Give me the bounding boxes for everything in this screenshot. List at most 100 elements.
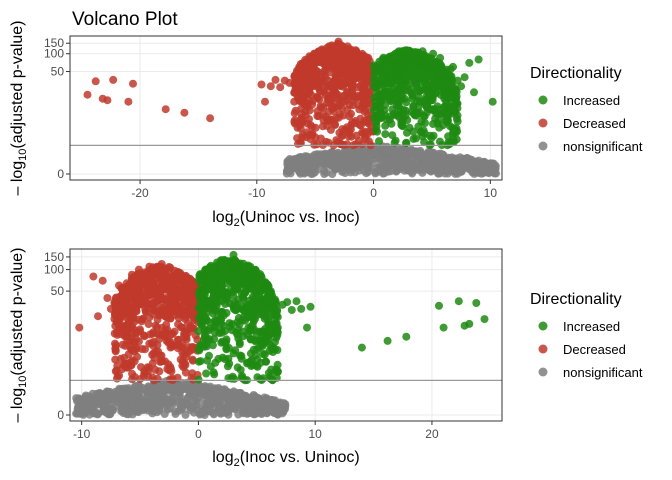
point-nonsignificant [130, 407, 139, 416]
point-nonsignificant [315, 155, 324, 164]
point-nonsignificant [77, 405, 86, 414]
point-increased [454, 297, 463, 306]
point-nonsignificant [260, 407, 269, 416]
point-nonsignificant [211, 403, 219, 412]
point-increased [474, 55, 483, 64]
point-decreased [291, 106, 300, 115]
point-decreased [148, 329, 157, 338]
point-nonsignificant [383, 147, 392, 156]
point-decreased [166, 364, 175, 373]
point-increased [252, 361, 261, 370]
point-increased [393, 84, 402, 93]
point-decreased [325, 51, 334, 59]
point-decreased [89, 272, 98, 281]
point-decreased [356, 114, 365, 123]
legend-key-increased [538, 321, 548, 331]
point-decreased [312, 140, 321, 149]
point-increased [256, 288, 265, 297]
point-nonsignificant [359, 157, 368, 166]
point-increased [420, 138, 429, 147]
point-increased [269, 305, 278, 314]
point-increased [194, 357, 203, 366]
point-increased [357, 343, 366, 352]
point-decreased [306, 90, 315, 99]
point-increased [235, 338, 244, 347]
point-nonsignificant [108, 406, 117, 415]
point-increased [261, 278, 270, 287]
point-increased [231, 259, 240, 268]
point-increased [448, 138, 457, 147]
point-increased [436, 53, 445, 62]
point-increased [439, 70, 448, 79]
point-increased [231, 346, 240, 355]
point-increased [373, 88, 382, 97]
legend-key-decreased [538, 344, 548, 354]
point-decreased [149, 310, 158, 319]
point-increased [419, 98, 428, 107]
point-nonsignificant [485, 160, 493, 169]
point-increased [381, 100, 390, 109]
point-increased [408, 91, 417, 100]
point-increased [460, 73, 469, 82]
point-decreased [130, 373, 139, 381]
point-nonsignificant [124, 384, 133, 393]
point-nonsignificant [160, 385, 169, 394]
panel-border [69, 35, 503, 181]
point-increased [233, 300, 241, 309]
point-nonsignificant [210, 384, 219, 393]
y-axis-label: – log10(adjusted p-value) [9, 20, 29, 195]
y-tick-label: 50 [51, 284, 65, 298]
point-decreased [261, 97, 269, 106]
point-increased [255, 276, 264, 285]
point-decreased [327, 68, 336, 77]
point-decreased [150, 287, 159, 296]
point-increased [215, 274, 224, 283]
point-nonsignificant [253, 394, 262, 403]
point-decreased [122, 360, 131, 368]
point-nonsignificant [285, 167, 294, 176]
legend-label: nonsignificant [563, 365, 643, 380]
point-nonsignificant [404, 148, 413, 157]
point-decreased [290, 118, 299, 126]
point-decreased [138, 315, 147, 324]
point-nonsignificant [170, 388, 179, 397]
point-nonsignificant [132, 398, 141, 407]
point-decreased [155, 267, 164, 276]
point-decreased [141, 305, 150, 314]
point-decreased [83, 90, 92, 99]
point-decreased [160, 308, 169, 317]
point-decreased [189, 280, 197, 289]
point-increased [444, 85, 453, 94]
point-decreased [124, 290, 133, 299]
point-decreased [297, 114, 306, 123]
point-decreased [183, 298, 192, 307]
point-decreased [109, 75, 118, 84]
point-increased [217, 308, 226, 317]
point-decreased [181, 271, 190, 280]
point-nonsignificant [195, 409, 204, 418]
point-increased [210, 306, 218, 315]
legend-key-nonsignificant [538, 367, 548, 377]
point-increased [200, 316, 209, 325]
legend-label: Decreased [563, 342, 626, 357]
point-decreased [353, 73, 362, 82]
point-increased [370, 106, 378, 115]
point-increased [376, 109, 385, 118]
point-decreased [339, 111, 348, 120]
point-nonsignificant [138, 398, 147, 407]
point-increased [453, 111, 462, 120]
point-nonsignificant [259, 399, 268, 408]
point-layer [83, 37, 500, 178]
point-increased [214, 264, 223, 273]
point-increased [268, 294, 276, 303]
point-decreased [148, 359, 157, 368]
point-increased [255, 343, 264, 352]
point-decreased [147, 339, 156, 347]
point-increased [451, 93, 460, 102]
point-increased [439, 323, 448, 332]
point-increased [400, 86, 409, 95]
point-decreased [332, 45, 341, 53]
point-nonsignificant [198, 389, 207, 398]
point-increased [412, 134, 420, 143]
